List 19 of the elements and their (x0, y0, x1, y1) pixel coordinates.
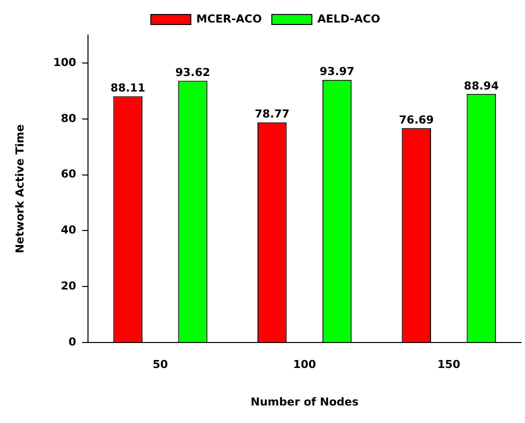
data-label: 93.62 (175, 66, 210, 80)
x-axis-title: Number of Nodes (250, 395, 359, 408)
y-tick-label: 40 (60, 224, 77, 237)
data-label: 88.94 (464, 79, 500, 92)
y-tick-label: 100 (53, 56, 76, 69)
y-axis-title: Network Active Time (13, 124, 26, 254)
data-label: 93.97 (320, 65, 354, 78)
y-tick-label: 80 (60, 112, 77, 125)
y-tick-label: 60 (60, 168, 77, 181)
x-tick-label: 100 (293, 358, 316, 372)
y-tick-label: 0 (68, 335, 77, 348)
x-tick-label: 50 (152, 358, 168, 372)
legend-label: MCER-ACO (196, 12, 262, 26)
x-tick-label: 150 (437, 358, 461, 372)
data-label: 88.11 (110, 82, 146, 95)
y-tick-label: 20 (60, 280, 77, 293)
data-label: 78.77 (254, 108, 290, 121)
data-label: 76.69 (399, 114, 434, 127)
legend-label: AELD-ACO (317, 12, 380, 26)
